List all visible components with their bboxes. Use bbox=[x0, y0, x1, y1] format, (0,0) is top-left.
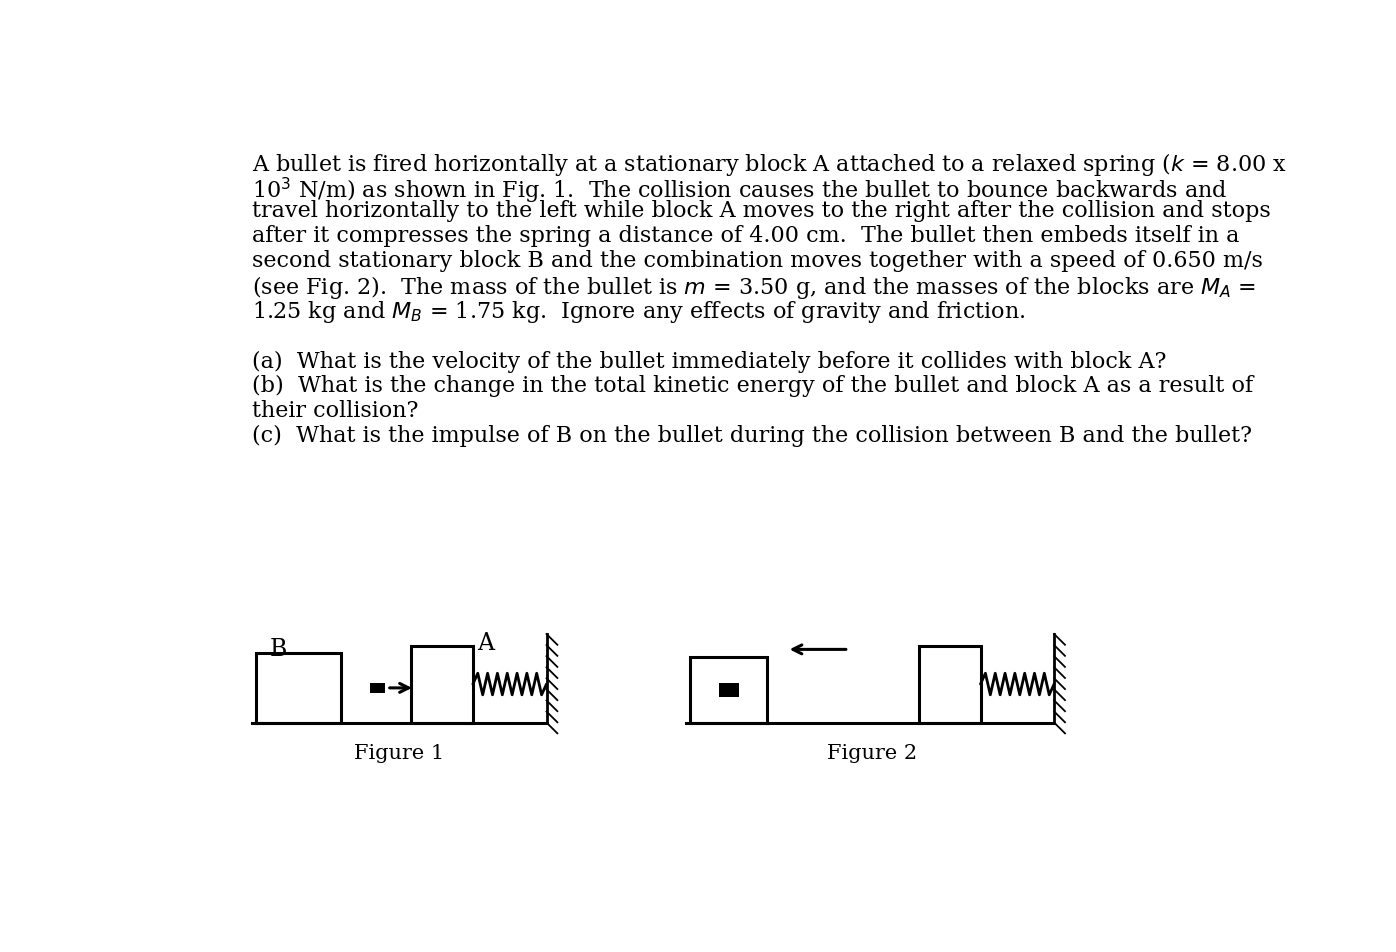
Text: (c)  What is the impulse of B on the bullet during the collision between B and t: (c) What is the impulse of B on the bull… bbox=[253, 425, 1252, 446]
Bar bbox=[370, 683, 385, 693]
Bar bbox=[690, 657, 768, 723]
Bar bbox=[410, 645, 473, 723]
Text: A bullet is fired horizontally at a stationary block A attached to a relaxed spr: A bullet is fired horizontally at a stat… bbox=[253, 151, 1287, 178]
Text: Figure 2: Figure 2 bbox=[826, 744, 917, 764]
Text: 1.25 kg and $M_B$ = 1.75 kg.  Ignore any effects of gravity and friction.: 1.25 kg and $M_B$ = 1.75 kg. Ignore any … bbox=[253, 299, 1025, 325]
Text: (see Fig. 2).  The mass of the bullet is $m$ = 3.50 g, and the masses of the blo: (see Fig. 2). The mass of the bullet is … bbox=[253, 274, 1256, 302]
Text: their collision?: their collision? bbox=[253, 400, 419, 422]
Text: 10$^3$ N/m) as shown in Fig. 1.  The collision causes the bullet to bounce backw: 10$^3$ N/m) as shown in Fig. 1. The coll… bbox=[253, 176, 1227, 206]
Text: second stationary block B and the combination moves together with a speed of 0.6: second stationary block B and the combin… bbox=[253, 249, 1263, 271]
Text: A: A bbox=[477, 632, 494, 655]
Bar bbox=[255, 653, 341, 723]
Text: (a)  What is the velocity of the bullet immediately before it collides with bloc: (a) What is the velocity of the bullet i… bbox=[253, 350, 1167, 373]
Text: after it compresses the spring a distance of 4.00 cm.  The bullet then embeds it: after it compresses the spring a distanc… bbox=[253, 225, 1240, 248]
Bar bbox=[719, 684, 738, 697]
Text: Figure 1: Figure 1 bbox=[355, 744, 444, 764]
Bar bbox=[919, 645, 980, 723]
Text: (b)  What is the change in the total kinetic energy of the bullet and block A as: (b) What is the change in the total kine… bbox=[253, 375, 1254, 397]
Text: travel horizontally to the left while block A moves to the right after the colli: travel horizontally to the left while bl… bbox=[253, 201, 1270, 223]
Text: B: B bbox=[269, 638, 288, 661]
